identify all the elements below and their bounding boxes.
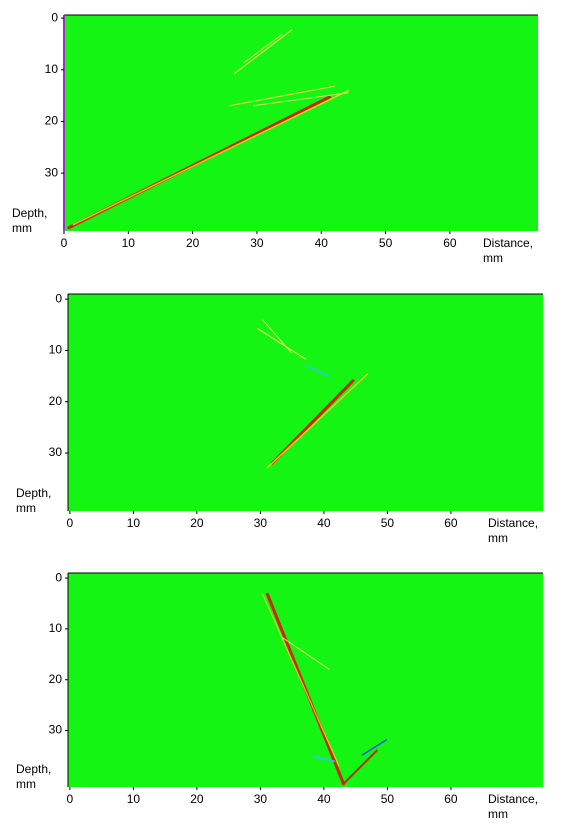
y-axis-label: Depth,: [16, 486, 51, 500]
y-tick-label: 10: [45, 62, 59, 76]
reflector-streak: [270, 379, 355, 465]
y-tick-label: 20: [49, 394, 63, 408]
x-axis-label: Distance,: [483, 236, 533, 250]
x-tick-label: 30: [250, 236, 264, 250]
reflector-streak: [266, 592, 345, 786]
reflector-streak: [253, 92, 349, 107]
reflector-streak: [266, 373, 368, 469]
y-tick-label: 0: [55, 291, 62, 305]
reflector-streak: [234, 29, 293, 74]
y-axis-label: Depth,: [16, 762, 51, 776]
x-axis-label: mm: [483, 251, 503, 265]
x-tick-label: 40: [315, 236, 329, 250]
y-tick-label: 30: [49, 445, 63, 459]
reflector-streak: [314, 756, 335, 763]
reflector-streak: [229, 85, 335, 107]
x-tick-label: 50: [381, 516, 395, 530]
y-tick-label: 0: [51, 10, 58, 24]
x-tick-label: 30: [254, 792, 268, 806]
x-tick-label: 40: [317, 792, 331, 806]
x-tick-label: 50: [381, 792, 395, 806]
x-tick-label: 10: [127, 516, 141, 530]
x-axis-label: Distance,: [488, 792, 538, 806]
x-tick-label: 20: [190, 516, 204, 530]
reflector-streak: [262, 593, 340, 767]
y-tick-label: 20: [45, 114, 59, 128]
x-axis-label: Distance,: [488, 516, 538, 530]
image-background: [68, 294, 543, 511]
reflector-streak: [257, 328, 307, 360]
y-tick-label: 0: [55, 570, 62, 584]
x-axis-label: mm: [488, 807, 508, 821]
reflector-streak: [361, 739, 387, 756]
y-axis-label: mm: [12, 221, 32, 235]
y-tick-label: 30: [49, 723, 63, 737]
reflector-streak: [281, 636, 330, 670]
x-tick-label: 30: [254, 516, 268, 530]
x-tick-label: 0: [61, 236, 68, 250]
x-tick-label: 20: [190, 792, 204, 806]
reflector-streak: [304, 364, 330, 378]
x-tick-label: 50: [379, 236, 393, 250]
y-tick-label: 30: [45, 165, 59, 179]
reflector-streak: [342, 749, 378, 785]
x-tick-label: 60: [444, 792, 458, 806]
image-background: [64, 15, 538, 231]
reflector-streak: [72, 89, 350, 226]
reflector-streak: [262, 319, 292, 354]
x-tick-label: 0: [67, 792, 74, 806]
x-tick-label: 0: [67, 516, 74, 530]
y-axis-label: mm: [16, 501, 36, 515]
y-tick-label: 10: [49, 343, 63, 357]
x-tick-label: 60: [444, 516, 458, 530]
y-axis-label: mm: [16, 777, 36, 791]
x-tick-label: 20: [186, 236, 200, 250]
y-tick-label: 20: [49, 672, 63, 686]
x-tick-label: 40: [317, 516, 331, 530]
x-tick-label: 60: [443, 236, 457, 250]
image-background: [68, 573, 543, 787]
x-axis-label: mm: [488, 531, 508, 545]
x-tick-label: 10: [127, 792, 141, 806]
y-axis-label: Depth,: [12, 206, 47, 220]
reflector-streak: [243, 33, 283, 64]
x-tick-label: 10: [122, 236, 136, 250]
y-tick-label: 10: [49, 621, 63, 635]
